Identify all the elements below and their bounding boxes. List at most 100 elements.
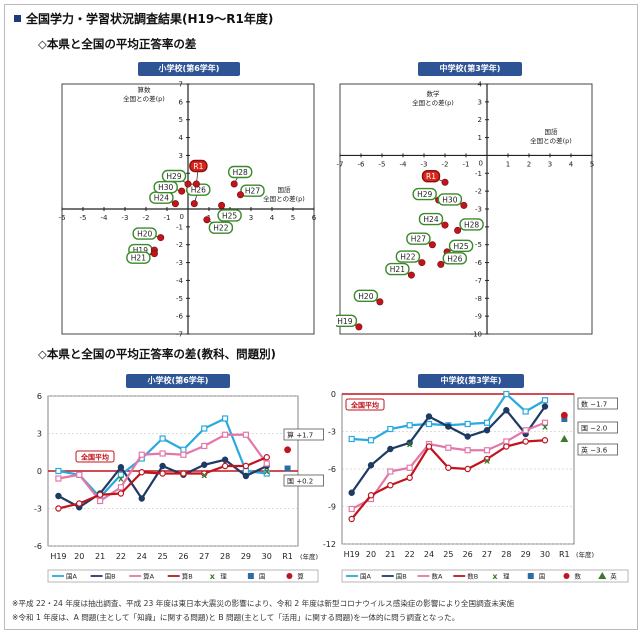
- series-marker: [387, 425, 394, 433]
- line-chart-junior-high: 0 -3 -6 -9 -12 全国平均 H19 20 21 22 24 25 26 27 28 29 30 R1 (…: [323, 390, 629, 583]
- point-label: H21: [390, 265, 405, 274]
- series-marker: [76, 471, 83, 478]
- series-marker: [117, 484, 125, 491]
- series-marker: [348, 435, 355, 443]
- series-marker: [541, 403, 549, 410]
- series-marker: [464, 420, 471, 428]
- y-tick-label: -1: [176, 223, 183, 231]
- y-tick-label: -3: [475, 206, 482, 214]
- series-marker: [117, 490, 125, 497]
- series-marker: [138, 469, 145, 476]
- x-tick-label: 4: [569, 160, 574, 168]
- annotation-label: 数 −1.7: [581, 400, 607, 409]
- series-marker: [159, 435, 166, 442]
- point-label-box: [418, 212, 444, 226]
- series-marker: [503, 390, 510, 398]
- line-elem-header: 小学校(第6学年): [126, 374, 230, 388]
- series-marker: [242, 472, 250, 480]
- series-marker: [425, 420, 433, 428]
- x-tick-label: 26: [463, 550, 473, 559]
- series-marker: [242, 431, 250, 438]
- y-tick-label: 3: [179, 152, 183, 160]
- y-tick-label: -6: [34, 542, 42, 551]
- y-tick-label: 0: [37, 467, 42, 476]
- series-marker: [55, 475, 62, 482]
- point-label: H19: [337, 317, 352, 326]
- series-marker: [201, 442, 208, 450]
- x-tick-label: -4: [400, 160, 408, 168]
- series-marker: [138, 451, 145, 458]
- legend-label: 国: [539, 573, 546, 581]
- series-marker: [483, 427, 491, 434]
- point-label-box: [126, 251, 151, 264]
- series-marker: [541, 437, 549, 444]
- y-axis-title-1: 算数: [138, 85, 152, 94]
- point-label: R1: [426, 172, 436, 181]
- point-label: H25: [222, 211, 237, 220]
- series-marker: [348, 505, 355, 513]
- y-tick-label: -6: [475, 259, 483, 267]
- legend-label: 数: [575, 572, 582, 581]
- data-point: [192, 180, 200, 188]
- series-marker: x: [542, 423, 548, 433]
- point-label: H27: [245, 187, 260, 196]
- y-tick-label: -5: [475, 241, 482, 249]
- series-marker: x: [201, 471, 207, 481]
- series-marker: [483, 447, 491, 454]
- x-tick-label: 26: [178, 552, 188, 561]
- x-tick-label: H19: [50, 552, 66, 561]
- y-tick-label: -10: [471, 331, 482, 339]
- point-label-box: [353, 289, 379, 303]
- point-label-box: [442, 252, 468, 265]
- series-marker: [348, 515, 355, 523]
- x-axis-title-2: 全国との差(p): [530, 136, 572, 145]
- series-marker: [367, 462, 375, 469]
- data-point: [237, 191, 245, 199]
- scatter-elem-header: 小学校(第6学年): [138, 62, 240, 76]
- x-tick-label: -6: [59, 214, 67, 222]
- series-marker: [284, 465, 291, 472]
- series-marker: [263, 470, 270, 477]
- point-label-box: [459, 218, 484, 231]
- data-point: [437, 260, 445, 268]
- series-marker: [445, 423, 452, 430]
- series-marker: [483, 455, 491, 463]
- series-marker: [96, 491, 104, 498]
- point-label-box: [395, 250, 421, 263]
- x-axis-title-1: 国語: [545, 127, 559, 136]
- data-point: [218, 201, 226, 209]
- data-point: [441, 178, 449, 186]
- x-tick-label: -1: [463, 160, 470, 168]
- series-marker: [221, 462, 229, 470]
- section1-heading: ◇本県と全国の平均正答率の差: [38, 37, 197, 51]
- legend-label: 数B: [467, 572, 478, 581]
- title-square-icon: [14, 15, 21, 22]
- point-label-box: [227, 165, 253, 179]
- legend-swatch: x: [492, 572, 498, 581]
- page-title: 全国学力・学習状況調査結果(H19〜R1年度): [14, 10, 273, 27]
- y-tick-label: -4: [176, 277, 184, 285]
- legend-label: 国: [259, 573, 266, 581]
- y-axis-title-2: 全国との差(p): [123, 94, 165, 103]
- point-label: H19: [133, 246, 148, 255]
- point-label-box: [412, 187, 437, 201]
- legend-label: 英: [610, 572, 617, 581]
- origin-label: 0: [479, 159, 483, 167]
- legend-swatch: x: [210, 572, 216, 581]
- series-marker: [464, 447, 471, 454]
- baseline-label: 全国平均: [80, 453, 109, 462]
- series-marker: [55, 467, 62, 475]
- point-label: H24: [423, 215, 438, 224]
- annotation-box: [283, 428, 324, 441]
- series-marker: [522, 427, 529, 434]
- point-label: H22: [213, 224, 228, 233]
- x-unit-label: (年度): [576, 550, 594, 559]
- y-tick-label: -8: [475, 295, 482, 303]
- legend-label: 算A: [143, 572, 155, 581]
- series-marker: [560, 411, 568, 419]
- baseline-label-box: [75, 450, 115, 463]
- y-tick-label: -1: [475, 170, 482, 178]
- series-marker: [180, 470, 187, 477]
- x-tick-label: 29: [521, 550, 531, 559]
- series-marker: [55, 505, 62, 512]
